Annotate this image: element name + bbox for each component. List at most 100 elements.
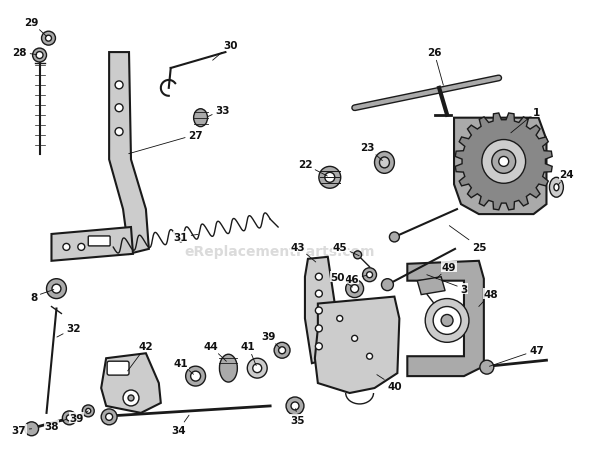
Text: 39: 39 <box>261 331 280 348</box>
Circle shape <box>425 299 469 342</box>
Text: 3: 3 <box>427 275 468 294</box>
Text: 29: 29 <box>24 18 47 37</box>
Circle shape <box>253 364 262 373</box>
Circle shape <box>337 316 343 322</box>
Circle shape <box>499 157 509 167</box>
Circle shape <box>247 358 267 378</box>
Text: 47: 47 <box>490 346 544 366</box>
Circle shape <box>325 173 335 183</box>
Text: 42: 42 <box>127 341 153 371</box>
Polygon shape <box>101 353 161 413</box>
Circle shape <box>47 279 67 299</box>
Circle shape <box>32 49 47 63</box>
Circle shape <box>78 244 85 251</box>
Circle shape <box>319 167 340 189</box>
Text: 24: 24 <box>558 170 573 185</box>
Circle shape <box>115 82 123 90</box>
Polygon shape <box>315 297 399 393</box>
Circle shape <box>291 402 299 410</box>
Text: 34: 34 <box>171 415 189 435</box>
Text: 33: 33 <box>208 106 230 117</box>
Circle shape <box>316 274 322 280</box>
Circle shape <box>346 280 363 298</box>
Circle shape <box>86 409 91 414</box>
Text: eReplacementParts.com: eReplacementParts.com <box>185 244 375 258</box>
Text: 41: 41 <box>241 341 256 366</box>
Circle shape <box>278 347 286 354</box>
Circle shape <box>366 353 372 359</box>
Circle shape <box>186 366 205 386</box>
Circle shape <box>316 325 322 332</box>
Ellipse shape <box>554 185 559 191</box>
Circle shape <box>316 308 322 314</box>
Circle shape <box>352 336 358 341</box>
Text: 22: 22 <box>298 160 327 177</box>
Text: 49: 49 <box>436 262 456 279</box>
Text: 50: 50 <box>330 272 352 287</box>
Circle shape <box>316 343 322 350</box>
Circle shape <box>492 150 516 174</box>
Text: 37: 37 <box>11 425 32 435</box>
Text: 41: 41 <box>173 358 194 375</box>
Circle shape <box>441 315 453 327</box>
Text: 1: 1 <box>511 107 540 134</box>
FancyBboxPatch shape <box>88 236 110 246</box>
Circle shape <box>115 105 123 112</box>
Text: 27: 27 <box>129 130 203 154</box>
Circle shape <box>482 140 526 184</box>
Circle shape <box>382 279 394 291</box>
Text: 31: 31 <box>173 232 198 242</box>
Text: 35: 35 <box>291 409 305 425</box>
Circle shape <box>52 285 61 293</box>
Circle shape <box>82 405 94 417</box>
Circle shape <box>389 232 399 242</box>
Circle shape <box>128 395 134 401</box>
Circle shape <box>101 409 117 425</box>
Circle shape <box>106 414 113 420</box>
Text: 38: 38 <box>44 419 67 431</box>
Circle shape <box>45 36 51 42</box>
Circle shape <box>274 342 290 358</box>
Polygon shape <box>109 53 149 254</box>
Circle shape <box>41 32 55 46</box>
Text: 25: 25 <box>450 226 486 252</box>
Polygon shape <box>51 228 133 261</box>
Ellipse shape <box>375 152 394 174</box>
Text: 30: 30 <box>212 41 238 61</box>
Ellipse shape <box>379 157 389 168</box>
Text: 43: 43 <box>291 242 316 263</box>
Circle shape <box>63 244 70 251</box>
Text: 23: 23 <box>360 143 382 161</box>
Polygon shape <box>455 114 552 210</box>
Text: 45: 45 <box>332 242 359 256</box>
Text: 44: 44 <box>203 341 227 362</box>
Circle shape <box>191 371 201 381</box>
Ellipse shape <box>194 110 208 127</box>
FancyBboxPatch shape <box>107 361 129 375</box>
Polygon shape <box>417 277 445 295</box>
Circle shape <box>67 415 73 421</box>
Polygon shape <box>305 257 335 364</box>
Circle shape <box>63 411 76 425</box>
Circle shape <box>433 307 461 335</box>
Polygon shape <box>407 261 484 376</box>
Text: 28: 28 <box>12 48 37 58</box>
Circle shape <box>286 397 304 415</box>
Circle shape <box>353 252 362 259</box>
Circle shape <box>480 360 494 374</box>
Text: 8: 8 <box>30 290 54 302</box>
Polygon shape <box>454 118 546 215</box>
Circle shape <box>115 129 123 136</box>
Ellipse shape <box>219 354 237 382</box>
Text: 32: 32 <box>57 324 81 337</box>
Circle shape <box>25 422 38 436</box>
Text: 39: 39 <box>69 411 88 423</box>
Text: 40: 40 <box>377 375 402 391</box>
Circle shape <box>363 268 376 282</box>
Circle shape <box>366 272 372 278</box>
Circle shape <box>316 291 322 297</box>
Text: 48: 48 <box>479 289 498 307</box>
Ellipse shape <box>549 178 563 198</box>
Text: 46: 46 <box>345 274 367 284</box>
Circle shape <box>123 390 139 406</box>
